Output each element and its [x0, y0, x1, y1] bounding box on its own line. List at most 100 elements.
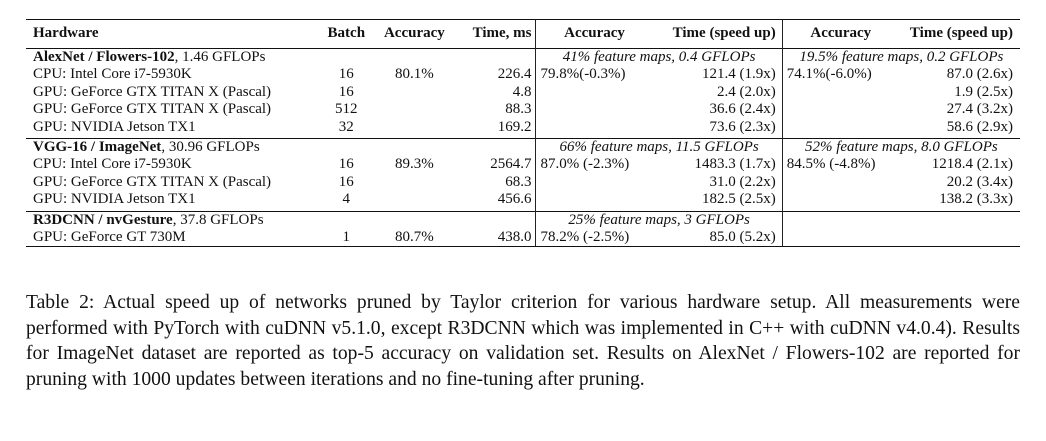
pruning-setting-2: 66% feature maps, 11.5 GFLOPs — [535, 138, 783, 157]
header-time-speedup-2: Time (speed up) — [652, 19, 783, 49]
batch-cell: 16 — [338, 83, 354, 100]
hardware-cell: CPU: Intel Core i7-5930K — [33, 66, 192, 83]
network-name: AlexNet / Flowers-102, 1.46 GFLOPs — [26, 48, 318, 67]
table-row: GPU: GeForce GTX TITAN X (Pascal) 512 88.3… — [26, 101, 1020, 119]
accuracy-2-cell: 79.8%(-0.3%) — [535, 66, 653, 84]
accuracy-3-cell — [781, 173, 899, 192]
time-cell: 68.3 — [505, 173, 532, 190]
network-name: VGG-16 / ImageNet, 30.96 GFLOPs — [26, 138, 318, 157]
table-row: GPU: GeForce GTX TITAN X (Pascal) 16 4.8 2.… — [26, 83, 1020, 102]
accuracy-cell — [375, 191, 453, 208]
network-title: AlexNet / Flowers-102 — [33, 49, 175, 65]
spacer-cell — [535, 208, 653, 212]
empty-cell — [317, 48, 376, 67]
empty-cell — [453, 210, 536, 230]
batch-cell: 512 — [335, 101, 358, 118]
results-table-figure: Hardware Batch Accuracy Time, ms Accurac… — [26, 19, 1020, 248]
table-row: GPU: NVIDIA Jetson TX1 32 169.2 73.6 (2.3x)… — [26, 118, 1020, 137]
hardware-cell: GPU: GeForce GTX TITAN X (Pascal) — [33, 173, 272, 190]
accuracy-cell: 89.3% — [394, 156, 434, 173]
network-title: VGG-16 / ImageNet — [33, 139, 162, 156]
accuracy-2-cell — [535, 173, 653, 192]
time-speedup-3-cell: 138.2 (3.3x) — [939, 191, 1013, 208]
accuracy-3-cell: 84.5% (-4.8%) — [781, 156, 899, 174]
time-cell: 4.8 — [512, 83, 532, 100]
accuracy-cell: 80.7% — [375, 229, 454, 248]
empty-cell — [375, 210, 454, 230]
accuracy-2-cell — [535, 191, 653, 209]
table-row: GPU: NVIDIA Jetson TX1 4 456.6 182.5 (2.5x)… — [26, 191, 1020, 209]
pruning-setting-3 — [781, 210, 1020, 230]
speedup-table: Hardware Batch Accuracy Time, ms Accurac… — [26, 19, 1020, 248]
hardware-cell: GPU: GeForce GT 730M — [26, 229, 318, 248]
pruning-setting-3: 19.5% feature maps, 0.2 GFLOPs — [781, 48, 1020, 67]
accuracy-cell: 80.1% — [394, 66, 434, 83]
table-header-row: Hardware Batch Accuracy Time, ms Accurac… — [26, 19, 1020, 49]
empty-cell — [453, 138, 536, 157]
network-flops: , 30.96 GFLOPs — [161, 139, 260, 156]
empty-cell — [375, 48, 454, 67]
accuracy-cell — [375, 119, 453, 136]
accuracy-cell — [375, 174, 453, 191]
empty-cell — [317, 210, 376, 230]
time-speedup-3-cell: 1.9 (2.5x) — [954, 83, 1013, 100]
hardware-cell: GPU: NVIDIA Jetson TX1 — [33, 118, 196, 135]
time-cell: 438.0 — [453, 229, 536, 248]
header-accuracy-2: Accuracy — [535, 19, 653, 49]
network-name: R3DCNN / nvGesture, 37.8 GFLOPs — [26, 210, 318, 230]
batch-cell: 4 — [342, 191, 351, 208]
spacer-cell — [535, 136, 653, 139]
batch-cell: 32 — [338, 118, 354, 135]
empty-cell — [317, 138, 376, 157]
accuracy-3-cell — [781, 101, 899, 119]
time-cell: 169.2 — [497, 118, 532, 135]
header-time-speedup-3: Time (speed up) — [898, 19, 1020, 49]
time-speedup-2-cell: 73.6 (2.3x) — [709, 118, 776, 135]
accuracy-cell — [375, 101, 453, 118]
time-cell: 88.3 — [505, 101, 532, 118]
time-speedup-2-cell: 31.0 (2.2x) — [709, 173, 776, 190]
pruning-setting-2: 25% feature maps, 3 GFLOPs — [535, 210, 783, 230]
hardware-cell: GPU: NVIDIA Jetson TX1 — [33, 191, 196, 208]
header-time: Time, ms — [453, 19, 536, 49]
table-row: GPU: GeForce GTX TITAN X (Pascal) 16 68.3 3… — [26, 173, 1020, 192]
accuracy-2-cell: 87.0% (-2.3%) — [535, 156, 653, 174]
accuracy-3-cell — [781, 118, 899, 137]
time-speedup-3-cell: 1218.4 (2.1x) — [931, 156, 1013, 173]
accuracy-3-cell — [781, 83, 899, 102]
table-row: GPU: GeForce GT 730M 1 80.7% 438.0 78.2% (-2… — [26, 229, 1020, 248]
group-header-row: R3DCNN / nvGesture, 37.8 GFLOPs 25% featu… — [26, 210, 1020, 230]
time-cell: 226.4 — [497, 66, 532, 83]
time-speedup-3-cell: 87.0 (2.6x) — [946, 66, 1013, 83]
table-caption: Table 2: Actual speed up of networks pru… — [26, 292, 1020, 390]
table-row: CPU: Intel Core i7-5930K 16 89.3% 2564.7 87.… — [26, 156, 1020, 174]
header-batch: Batch — [317, 19, 376, 49]
time-speedup-3-cell: 20.2 (3.4x) — [946, 173, 1013, 190]
header-accuracy: Accuracy — [375, 19, 454, 49]
spacer-cell — [781, 136, 899, 139]
accuracy-3-cell — [781, 229, 899, 248]
accuracy-2-cell — [535, 101, 653, 119]
group-spacer — [26, 136, 1020, 139]
time-speedup-3-cell: 27.4 (3.2x) — [946, 101, 1013, 118]
batch-cell: 16 — [338, 173, 354, 190]
batch-cell: 1 — [317, 229, 376, 248]
time-cell: 456.6 — [497, 191, 532, 208]
accuracy-2-cell: 78.2% (-2.5%) — [535, 229, 653, 248]
batch-cell: 16 — [338, 66, 354, 83]
time-speedup-2-cell: 2.4 (2.0x) — [716, 83, 776, 100]
spacer-cell — [781, 208, 899, 212]
time-cell: 2564.7 — [490, 156, 532, 173]
header-hardware: Hardware — [26, 19, 318, 49]
network-title: R3DCNN / nvGesture — [33, 211, 173, 228]
group-spacer — [26, 208, 1020, 212]
group-header-row: AlexNet / Flowers-102, 1.46 GFLOPs 41% fe… — [26, 48, 1020, 67]
pruning-setting-3: 52% feature maps, 8.0 GFLOPs — [781, 138, 1020, 157]
network-flops: , 1.46 GFLOPs — [174, 49, 266, 65]
batch-cell: 16 — [338, 156, 354, 173]
accuracy-2-cell — [535, 118, 653, 137]
group-header-row: VGG-16 / ImageNet, 30.96 GFLOPs 66% featu… — [26, 138, 1020, 157]
hardware-cell: GPU: GeForce GTX TITAN X (Pascal) — [33, 83, 272, 100]
accuracy-3-cell — [781, 191, 899, 209]
time-speedup-2-cell: 36.6 (2.4x) — [709, 101, 776, 118]
